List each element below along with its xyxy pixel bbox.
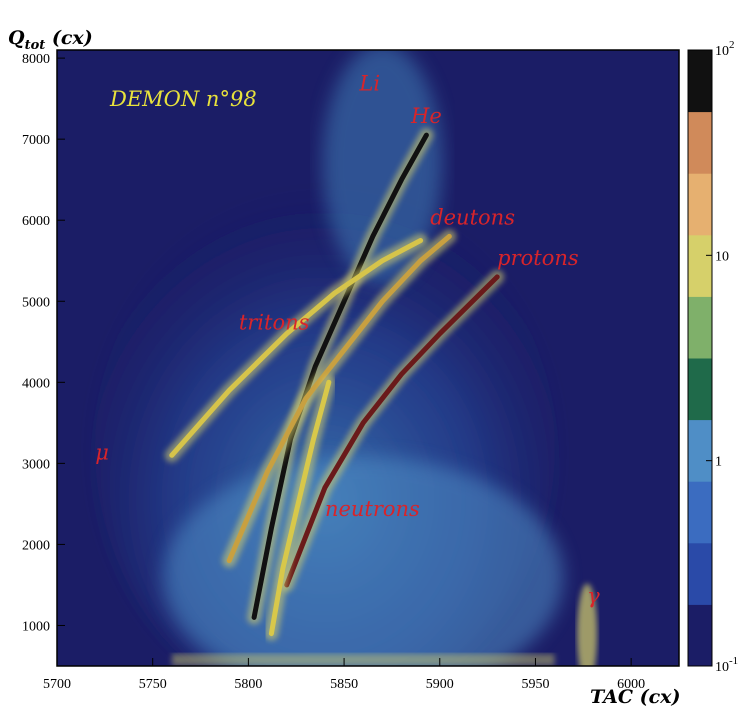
band-protons bbox=[284, 274, 500, 588]
annotation-he: He bbox=[410, 104, 442, 128]
density-cloud-top bbox=[322, 50, 443, 284]
colorbar-segment bbox=[688, 296, 712, 359]
band-tritons bbox=[169, 238, 424, 458]
x-tick-label: 5800 bbox=[234, 677, 262, 692]
colorbar-tick-label: 10 bbox=[715, 249, 729, 264]
y-tick-label: 3000 bbox=[22, 457, 50, 472]
colorbar-segment bbox=[688, 111, 712, 174]
y-axis-title-unit: (cx) bbox=[45, 27, 93, 49]
colorbar-segment bbox=[688, 481, 712, 544]
saturation-floor bbox=[171, 653, 555, 666]
colorbar-tick-label: 10-1 bbox=[715, 655, 738, 675]
y-tick-label: 7000 bbox=[22, 133, 50, 148]
x-axis-title: TAC (cx) bbox=[590, 686, 680, 708]
annotation-neutrons: neutrons bbox=[325, 497, 420, 521]
colorbar-segment bbox=[688, 542, 712, 605]
band-deutons bbox=[226, 233, 452, 564]
colorbar-frame bbox=[687, 49, 713, 667]
density-cloud-low bbox=[163, 456, 564, 666]
y-tick-label: 8000 bbox=[22, 52, 50, 67]
colorbar-segment bbox=[688, 419, 712, 482]
colorbar-segment bbox=[688, 358, 712, 421]
x-axis-ticks: 5700 5750 5800 5850 5900 5950 6000 bbox=[43, 658, 645, 692]
x-tick-label: 5700 bbox=[43, 677, 71, 692]
colorbar-tick-label: 102 bbox=[715, 39, 735, 59]
y-tick-label: 4000 bbox=[22, 376, 50, 391]
colorbar bbox=[687, 49, 713, 667]
annotation-tritons: tritons bbox=[239, 311, 310, 335]
annotation-protons: protons bbox=[497, 246, 579, 270]
band-annotations: Li He deutons protons tritons μ neutrons γ bbox=[95, 72, 600, 608]
annotation-li: Li bbox=[358, 72, 380, 96]
y-tick-label: 1000 bbox=[22, 619, 50, 634]
colorbar-ticks: 102 10 1 10-1 bbox=[706, 39, 738, 675]
plot-frame bbox=[56, 49, 680, 667]
band-Li bbox=[251, 132, 429, 620]
x-tick-label: 6000 bbox=[617, 677, 645, 692]
density-glow bbox=[95, 50, 598, 666]
y-tick-label: 5000 bbox=[22, 295, 50, 310]
gamma-blob bbox=[577, 583, 598, 666]
colorbar-segment bbox=[688, 173, 712, 236]
y-axis-title: Qtot (cx) bbox=[8, 27, 93, 53]
particle-bands bbox=[164, 128, 505, 641]
plot-title: DEMON n°98 bbox=[109, 87, 257, 111]
colorbar-segment bbox=[688, 604, 712, 667]
colorbar-segment bbox=[688, 234, 712, 297]
y-tick-label: 2000 bbox=[22, 538, 50, 553]
colorbar-segment bbox=[688, 50, 712, 113]
colorbar-tick-label: 1 bbox=[715, 455, 722, 470]
x-tick-label: 5850 bbox=[330, 677, 358, 692]
x-tick-label: 5900 bbox=[426, 677, 454, 692]
y-axis-title-subscript: tot bbox=[25, 38, 46, 53]
band-neutrons bbox=[268, 379, 332, 637]
y-axis-title-main: Q bbox=[8, 27, 25, 49]
annotation-deutons: deutons bbox=[430, 205, 515, 229]
x-tick-label: 5750 bbox=[139, 677, 167, 692]
annotation-mu: μ bbox=[95, 440, 109, 464]
y-tick-label: 6000 bbox=[22, 214, 50, 229]
x-tick-label: 5950 bbox=[521, 677, 549, 692]
y-axis-ticks: 1000 2000 3000 4000 5000 6000 7000 8000 bbox=[22, 52, 65, 634]
annotation-gamma: γ bbox=[587, 584, 600, 608]
